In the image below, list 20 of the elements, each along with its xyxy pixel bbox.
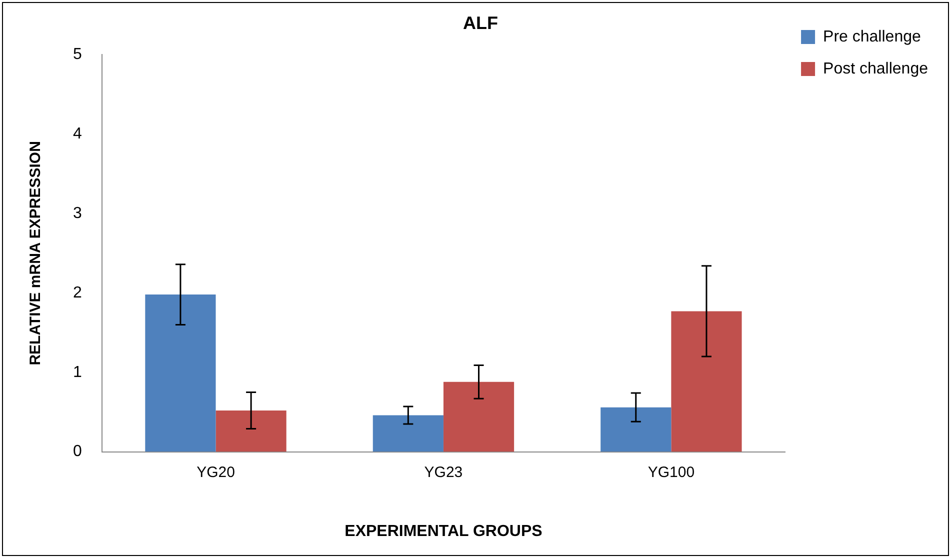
y-tick-label: 4: [72, 125, 82, 142]
bar: [443, 382, 514, 452]
y-tick-label: 3: [72, 204, 82, 222]
y-axis-title: RELATIVE mRNA EXPRESSION: [27, 141, 44, 366]
y-tick-label: 2: [72, 284, 82, 302]
x-tick-label: YG20: [196, 464, 235, 481]
chart-title: ALF: [463, 12, 498, 33]
x-tick-label: YG100: [648, 464, 695, 481]
y-tick-label: 1: [72, 364, 82, 381]
x-axis-title: EXPERIMENTAL GROUPS: [344, 522, 543, 540]
y-tick-label: 5: [72, 46, 82, 64]
bar: [600, 407, 672, 452]
bar: [145, 294, 216, 452]
bar: [671, 311, 742, 452]
x-tick-label: YG23: [424, 464, 463, 481]
legend-label: Pre challenge: [823, 28, 921, 46]
bar: [216, 410, 286, 452]
bar: [372, 415, 444, 452]
y-tick-label: 0: [72, 443, 82, 460]
legend-label: Post challenge: [823, 60, 928, 78]
